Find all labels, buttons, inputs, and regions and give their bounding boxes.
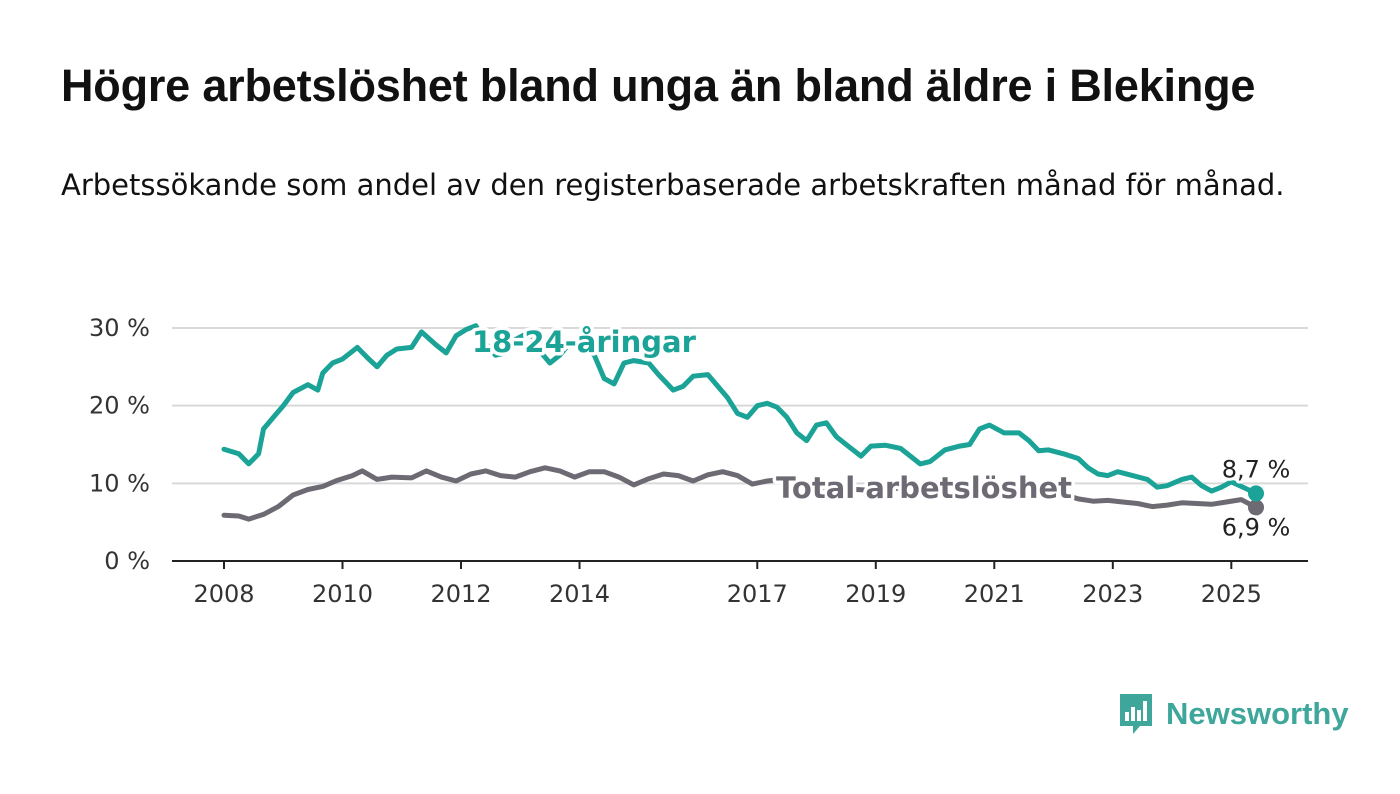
series-label-youth: 18-24-åringar	[472, 325, 697, 359]
series-line-total	[221, 465, 1259, 522]
brand-logo: Newsworthy	[1118, 690, 1349, 738]
end-point-youth	[1248, 485, 1264, 502]
chart-title: Högre arbetslöshet bland unga än bland ä…	[61, 60, 1256, 111]
line-chart: 0 % 10 % 20 % 30 % 2008 2010 2012 2014 2017 2019…	[89, 314, 1308, 608]
end-label-youth: 8,7 %	[1222, 455, 1291, 483]
end-label-total: 6,9 %	[1222, 513, 1291, 541]
series-labels: 18-24-åringar Total arbetslöshet 8,7 % 6,9 …	[469, 322, 1294, 545]
y-axis-tick-labels: 0 % 10 % 20 % 30 %	[89, 314, 150, 575]
brand-name: Newsworthy	[1166, 696, 1349, 731]
x-tick-label: 2025	[1201, 580, 1262, 608]
x-tick-label: 2014	[549, 580, 610, 608]
y-tick-label: 0 %	[104, 547, 150, 575]
x-tick-label: 2019	[845, 580, 906, 608]
series-label-total: Total arbetslöshet	[776, 471, 1072, 505]
x-tick-label: 2012	[430, 580, 491, 608]
series-line-youth	[221, 323, 1259, 496]
x-tick-label: 2010	[312, 580, 373, 608]
x-tick-label: 2017	[727, 580, 788, 608]
grid-lines	[172, 327, 1308, 485]
series-lines	[221, 323, 1264, 522]
y-tick-label: 30 %	[89, 314, 150, 342]
chart-subtitle: Arbetssökande som andel av den registerb…	[61, 168, 1285, 202]
y-tick-label: 20 %	[89, 392, 150, 420]
x-tick-label: 2021	[964, 580, 1025, 608]
end-point-total	[1248, 499, 1264, 516]
bar-chart-speech-bubble-icon	[1120, 694, 1152, 734]
x-axis: 2008 2010 2012 2014 2017 2019 2021 2023 2025	[172, 560, 1308, 608]
y-tick-label: 10 %	[89, 469, 150, 497]
x-tick-label: 2023	[1082, 580, 1143, 608]
x-tick-label: 2008	[193, 580, 254, 608]
